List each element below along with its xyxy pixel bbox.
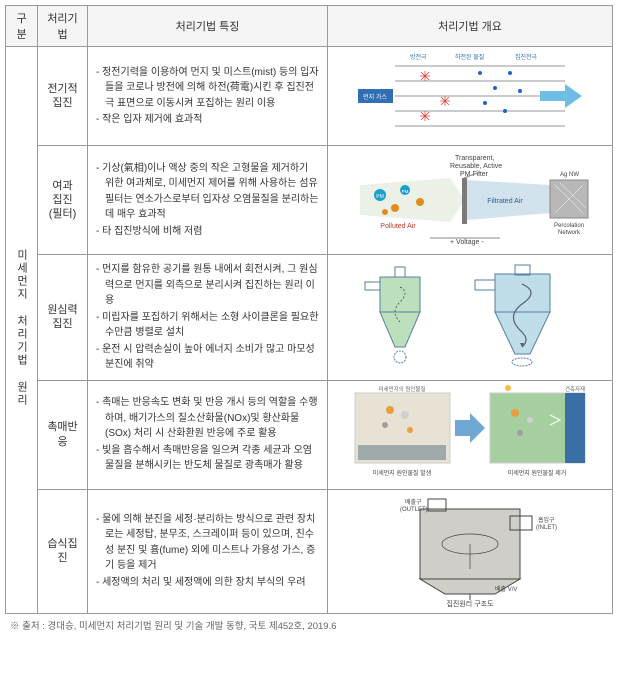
table-row: 여과 집진 (필터) - 기상(氣相)이나 액상 중의 작은 고형물을 제거하기… <box>6 146 613 255</box>
svg-text:(INLET): (INLET) <box>536 525 557 531</box>
svg-text:PM: PM <box>402 189 409 194</box>
row-group-cell: 미세먼지 처리기법 원리 <box>6 47 38 614</box>
svg-text:흡입구: 흡입구 <box>538 516 555 524</box>
svg-text:Transparent,: Transparent, <box>455 155 494 162</box>
diagram-electro: 먼지 가스 방전극 하전된 물질 집진전극 <box>328 47 613 146</box>
svg-text:(OUTLET): (OUTLET) <box>400 507 428 513</box>
feature-cell-4: - 물에 의해 분진을 세정·분리하는 방식으로 관련 장치로는 세정탑, 분무… <box>88 489 328 613</box>
svg-text:건축자재: 건축자재 <box>565 385 585 393</box>
diagram-filter: Transparent, Reusable, Active PM Filter … <box>328 146 613 255</box>
method-name-4: 습식집진 <box>38 489 88 613</box>
feature-cell-3: - 촉매는 반응속도 변화 및 반응 개시 등의 역할을 수행하며, 배기가스의… <box>88 380 328 489</box>
svg-text:미세먼지 원인물질 발생: 미세먼지 원인물질 발생 <box>373 469 432 477</box>
diagram-cyclone <box>328 255 613 381</box>
source-citation: ※ 출처 : 경대승, 미세먼지 처리기법 원리 및 기술 개발 동향, 국토 … <box>5 618 613 632</box>
table-row: 촉매반응 - 촉매는 반응속도 변화 및 반응 개시 등의 역할을 수행하며, … <box>6 380 613 489</box>
method-name-2: 원심력 집진 <box>38 255 88 381</box>
svg-text:Ag NW: Ag NW <box>560 172 579 178</box>
method-name-3: 촉매반응 <box>38 380 88 489</box>
diagram-wet: 배출구 (OUTLET) 흡입구 (INLET) 배출 V/V 집진원리 구조도 <box>328 489 613 613</box>
table-row: 습식집진 - 물에 의해 분진을 세정·분리하는 방식으로 관련 장치로는 세정… <box>6 489 613 613</box>
feature-cell-0: - 정전기력을 이용하여 먼지 및 미스트(mist) 등의 입자들을 코로나 … <box>88 47 328 146</box>
row-group-label: 미세먼지 처리기법 원리 <box>15 249 27 407</box>
header-feature: 처리기법 특징 <box>88 6 328 47</box>
svg-text:집진원리 구조도: 집진원리 구조도 <box>446 599 494 608</box>
svg-text:Percolation: Percolation <box>554 223 584 229</box>
header-overview: 처리기법 개요 <box>328 6 613 47</box>
diagram-catalyst: 미세먼지의 원인물질 미세먼지 원인물질 발생 건축자재 <box>328 380 613 489</box>
table-row: 미세먼지 처리기법 원리 전기적 집진 - 정전기력을 이용하여 먼지 및 미스… <box>6 47 613 146</box>
header-method: 처리기법 <box>38 6 88 47</box>
svg-text:+ Voltage -: + Voltage - <box>450 239 484 246</box>
svg-text:Network: Network <box>558 230 581 236</box>
feature-cell-1: - 기상(氣相)이나 액상 중의 작은 고형물을 제거하기 위한 여과체로, 미… <box>88 146 328 255</box>
svg-text:PM: PM <box>376 194 384 200</box>
method-table: 구분 처리기법 처리기법 특징 처리기법 개요 미세먼지 처리기법 원리 전기적… <box>5 5 613 614</box>
svg-text:배출구: 배출구 <box>405 498 422 506</box>
method-name-1: 여과 집진 (필터) <box>38 146 88 255</box>
svg-text:방전극: 방전극 <box>410 53 427 61</box>
svg-text:미세먼지 원인물질 제거: 미세먼지 원인물질 제거 <box>508 469 567 477</box>
method-name-0: 전기적 집진 <box>38 47 88 146</box>
table-row: 원심력 집진 - 먼지를 함유한 공기를 원통 내에서 회전시켜, 그 원심력으… <box>6 255 613 381</box>
svg-text:하전된 물질: 하전된 물질 <box>455 53 484 61</box>
svg-text:Reusable, Active: Reusable, Active <box>450 163 502 170</box>
svg-text:집진전극: 집진전극 <box>515 53 538 61</box>
svg-text:배출 V/V: 배출 V/V <box>495 585 517 593</box>
svg-text:Filtrated Air: Filtrated Air <box>487 198 523 205</box>
svg-text:먼지 가스: 먼지 가스 <box>363 93 387 101</box>
feature-cell-2: - 먼지를 함유한 공기를 원통 내에서 회전시켜, 그 원심력으로 먼지를 외… <box>88 255 328 381</box>
header-gubun: 구분 <box>6 6 38 47</box>
svg-text:미세먼지의 원인물질: 미세먼지의 원인물질 <box>378 385 425 393</box>
svg-text:Polluted Air: Polluted Air <box>380 223 416 230</box>
